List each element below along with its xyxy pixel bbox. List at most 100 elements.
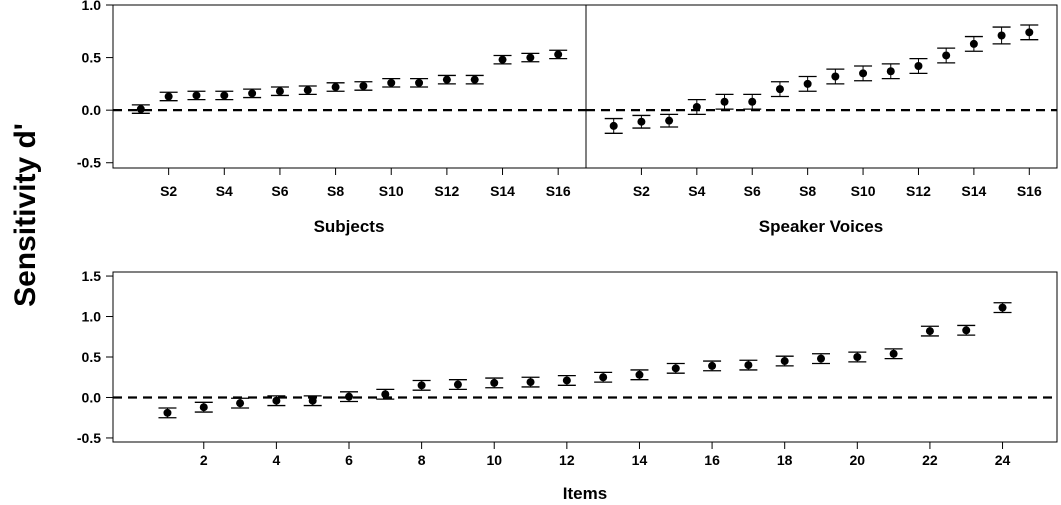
data-point [744,361,753,370]
items-y-tick-label: 0.5 [82,349,102,365]
speaker-voices-x-tick-label: S6 [744,183,761,199]
subjects-x-tick-label: S10 [379,183,404,199]
items-x-tick-label: 18 [777,452,793,468]
data-point [308,396,317,405]
items-data-points [158,302,1012,419]
data-point [554,50,563,59]
data-point [163,408,172,417]
data-point [192,91,201,100]
speaker-voices-panel: S2 S4 S6 S8 S10 S12 S14 S16 Speaker Voices [585,4,1058,236]
subjects-x-axis-title: Subjects [314,217,385,236]
items-x-axis: 2 4 6 8 10 12 14 16 18 20 22 24 [200,442,1011,468]
subjects-y-tick-label: 1.0 [82,0,102,13]
data-point [665,116,674,125]
data-point [889,349,898,358]
items-x-tick-label: 4 [272,452,280,468]
data-point [925,327,934,336]
items-y-axis: -0.5 0.0 0.5 1.0 1.5 [77,268,113,446]
data-point [708,361,717,370]
speaker-voices-x-tick-label: S10 [851,183,876,199]
data-point [720,97,729,106]
data-point [635,370,644,379]
data-point [998,303,1007,312]
subjects-x-tick-label: S12 [434,183,459,199]
subjects-x-tick-label: S16 [546,183,571,199]
data-point [303,86,312,95]
data-point [136,105,145,114]
data-point [359,81,368,90]
data-point [942,51,951,60]
data-point [381,390,390,399]
data-point [562,376,571,385]
speaker-voices-x-tick-label: S12 [906,183,931,199]
items-x-tick-label: 2 [200,452,208,468]
data-point [692,103,701,112]
items-y-tick-label: -0.5 [77,430,101,446]
data-point [748,97,757,106]
items-panel: -0.50.00.51.01.5 2 4 6 8 10 12 14 16 18 20 22 24 It… [77,268,1058,503]
data-point [272,396,281,405]
subjects-x-tick-label: S4 [216,183,233,199]
subjects-x-tick-label: S14 [490,183,515,199]
data-point [969,39,978,48]
data-point [886,67,895,76]
y-axis-title: Sensitivity d' [9,123,42,307]
items-x-tick-label: 24 [995,452,1011,468]
data-point [442,75,451,84]
subjects-y-tick-label: 0.5 [82,50,102,66]
subjects-x-tick-label: S8 [327,183,344,199]
data-point [417,381,426,390]
data-point [199,403,208,412]
data-point [490,378,499,387]
data-point [609,121,618,130]
items-x-tick-label: 16 [704,452,720,468]
data-point [859,69,868,78]
subjects-y-tick-label: -0.5 [77,155,101,171]
items-y-tick-label: 1.0 [82,309,102,325]
items-x-tick-label: 22 [922,452,938,468]
data-point [780,357,789,366]
subjects-y-tick-label: 0.0 [82,102,102,118]
data-point [470,75,479,84]
speaker-voices-x-tick-label: S2 [633,183,650,199]
items-x-axis-title: Items [563,484,607,503]
items-x-tick-label: 12 [559,452,575,468]
items-x-tick-label: 10 [486,452,502,468]
items-y-tick-label: 0.0 [82,389,102,405]
data-point [164,92,173,101]
items-x-tick-label: 14 [632,452,648,468]
data-point [526,53,535,62]
speaker-voices-data-points [604,24,1039,134]
speaker-voices-x-tick-label: S14 [961,183,986,199]
speaker-voices-plot-frame [585,4,1058,169]
data-point [415,78,424,87]
subjects-y-axis: -0.5 0.0 0.5 1.0 [77,0,113,171]
items-x-tick-label: 6 [345,452,353,468]
data-point [962,326,971,335]
data-point [671,364,680,373]
subjects-x-tick-label: S6 [271,183,288,199]
data-point [387,78,396,87]
data-point [803,79,812,88]
data-point [637,117,646,126]
items-x-tick-label: 8 [418,452,426,468]
items-plot-frame [112,271,1058,443]
data-point [914,61,923,70]
data-point [220,91,229,100]
data-point [498,55,507,64]
speaker-voices-x-tick-label: S4 [688,183,705,199]
subjects-x-tick-label: S2 [160,183,177,199]
data-point [1025,28,1034,37]
speaker-voices-x-axis: S2 S4 S6 S8 S10 S12 S14 S16 [633,168,1042,199]
data-point [275,87,284,96]
data-point [853,353,862,361]
data-point [331,83,340,92]
data-point [775,85,784,94]
data-point [345,392,353,401]
data-point [831,72,840,81]
data-point [248,89,257,98]
subjects-x-axis: S2 S4 S6 S8 S10 S12 S14 S16 [160,168,571,199]
subjects-data-points [131,49,568,114]
speaker-voices-x-axis-title: Speaker Voices [759,217,883,236]
